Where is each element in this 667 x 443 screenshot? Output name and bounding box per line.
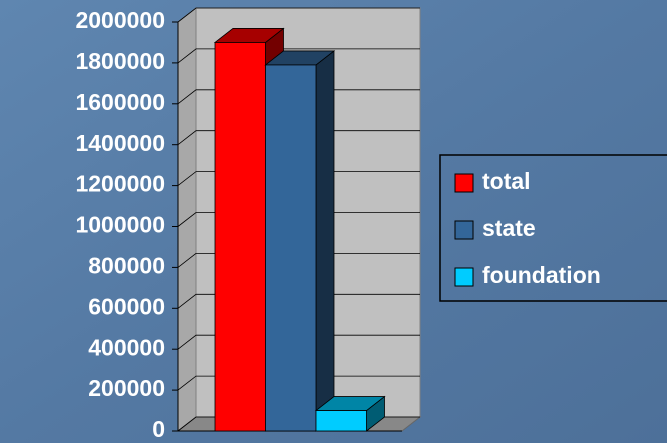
grid-line [177,252,420,268]
y-tick-label: 800000 [88,252,165,278]
legend-label: state [482,215,536,241]
grid-line [177,171,420,186]
y-tick-label: 1000000 [75,212,165,238]
bar [265,64,317,432]
legend-box [439,154,667,302]
y-tick-label: 1200000 [75,171,165,197]
bar [214,42,266,432]
y-tick-label: 200000 [88,375,165,401]
grid-line [177,7,420,23]
grid-line [177,293,420,309]
y-tick-label: 1600000 [75,89,165,115]
y-tick-label: 1400000 [75,130,165,156]
legend-label: total [482,168,531,194]
legend-swatch [454,267,474,287]
grid-line [177,89,420,105]
legend-label: foundation [482,262,601,288]
bar-side [315,50,335,432]
legend-swatch [454,220,474,240]
y-tick-label: 1800000 [75,48,165,74]
y-tick-label: 2000000 [75,7,165,33]
y-tick-label: 400000 [88,334,165,360]
grid-line [177,212,420,227]
grid-line [177,48,420,64]
y-tick-label: 600000 [88,293,165,319]
bar [315,410,367,432]
grid-line [177,130,420,146]
grid-line [177,375,420,391]
y-tick-label: 0 [152,416,165,442]
grid-line [177,334,420,350]
legend-swatch [454,173,474,193]
